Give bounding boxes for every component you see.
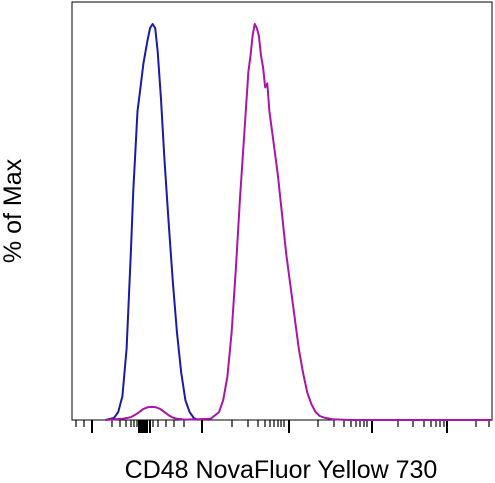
plot-frame [71,1,493,421]
series-line-2 [105,23,492,421]
x-axis-label: CD48 NovaFluor Yellow 730 [125,456,438,483]
series-layer [105,23,492,421]
y-axis-label: % of Max [0,158,27,263]
x-axis-ticks [75,420,490,433]
series-line-1 [105,23,199,421]
